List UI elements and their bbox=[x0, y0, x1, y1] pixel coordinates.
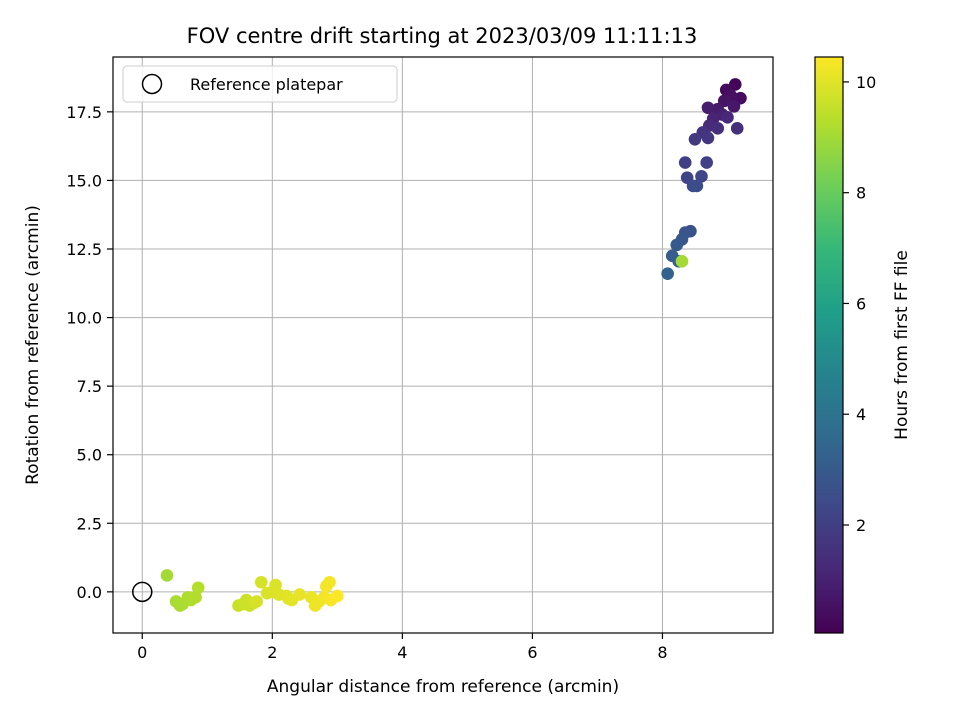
data-point bbox=[661, 267, 674, 280]
data-point bbox=[254, 575, 268, 589]
colorbar bbox=[815, 57, 843, 633]
data-point bbox=[269, 578, 282, 592]
data-point bbox=[711, 122, 725, 135]
y-tick-label: 17.5 bbox=[66, 103, 102, 122]
data-point bbox=[701, 131, 715, 145]
y-tick-label: 0.0 bbox=[77, 583, 102, 602]
data-point bbox=[331, 589, 344, 603]
legend: Reference platepar bbox=[122, 65, 398, 103]
data-point bbox=[730, 122, 744, 135]
data-point bbox=[293, 588, 306, 601]
y-axis-ticks: 0.0 2.5 5.0 7.5 10.0 12.5 15.0 17.5 bbox=[66, 103, 113, 602]
data-point bbox=[690, 179, 704, 193]
reference-marker-layer bbox=[132, 581, 153, 603]
x-tick-label: 0 bbox=[137, 643, 147, 662]
data-point bbox=[688, 132, 702, 146]
x-axis-ticks: 0 2 4 6 8 bbox=[137, 633, 668, 662]
x-tick-label: 6 bbox=[527, 643, 537, 662]
data-point bbox=[675, 255, 689, 268]
y-tick-label: 7.5 bbox=[77, 377, 102, 396]
colorbar-tick-label: 4 bbox=[856, 405, 866, 424]
data-point bbox=[250, 595, 264, 608]
data-point bbox=[700, 156, 713, 169]
colorbar-tick-label: 6 bbox=[856, 294, 866, 313]
data-point bbox=[670, 238, 684, 252]
data-point bbox=[721, 111, 734, 124]
plot-frame bbox=[112, 56, 774, 634]
legend-marker-icon bbox=[141, 73, 163, 95]
data-point bbox=[160, 569, 174, 582]
data-point bbox=[189, 591, 202, 604]
x-tick-label: 4 bbox=[397, 643, 407, 662]
colorbar-ticks: 2 4 6 8 10 bbox=[843, 73, 876, 535]
colorbar-label: Hours from first FF file bbox=[892, 250, 912, 440]
y-tick-label: 5.0 bbox=[77, 446, 102, 465]
colorbar-tick-label: 2 bbox=[856, 516, 866, 535]
y-tick-label: 15.0 bbox=[66, 171, 102, 190]
legend-box bbox=[122, 65, 398, 103]
legend-label: Reference platepar bbox=[190, 75, 343, 94]
y-tick-label: 10.0 bbox=[66, 309, 102, 328]
x-axis-label: Angular distance from reference (arcmin) bbox=[267, 677, 619, 697]
colorbar-tick-label: 10 bbox=[856, 73, 876, 92]
data-point bbox=[695, 170, 708, 183]
y-tick-label: 12.5 bbox=[66, 240, 102, 259]
y-axis-label: Rotation from reference (arcmin) bbox=[23, 205, 43, 485]
chart-title: FOV centre drift starting at 2023/03/09 … bbox=[187, 24, 698, 48]
colorbar-tick-label: 8 bbox=[856, 184, 866, 203]
data-point bbox=[728, 78, 742, 91]
y-tick-label: 2.5 bbox=[77, 514, 102, 533]
colorbar-frame bbox=[814, 56, 844, 634]
data-point bbox=[678, 156, 692, 169]
x-tick-label: 8 bbox=[657, 643, 667, 662]
data-point bbox=[191, 581, 205, 595]
reference-platepar-marker bbox=[132, 581, 153, 603]
grid-lines bbox=[113, 57, 773, 633]
data-point bbox=[323, 575, 336, 589]
x-tick-label: 2 bbox=[267, 643, 277, 662]
data-point bbox=[727, 100, 741, 113]
scatter-points bbox=[160, 78, 747, 612]
data-point bbox=[701, 101, 715, 115]
